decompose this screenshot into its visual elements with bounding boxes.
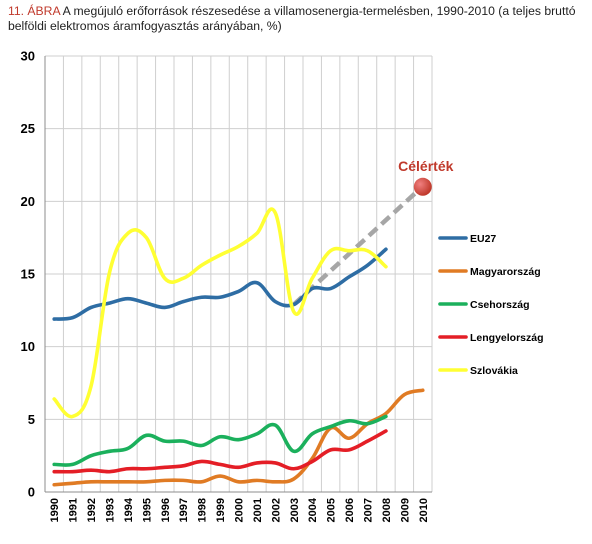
x-tick-label: 2001 <box>252 498 264 522</box>
y-tick-label: 25 <box>21 121 35 136</box>
x-tick-label: 2003 <box>289 498 301 522</box>
x-tick-label: 1996 <box>160 498 172 522</box>
series-line-3 <box>52 429 388 474</box>
x-tick-label: 2000 <box>234 498 246 522</box>
x-tick-label: 2002 <box>270 498 282 522</box>
legend-label-4: Szlovákia <box>470 365 518 377</box>
y-axis-ticks: 0 5 10 15 20 25 30 <box>21 49 35 500</box>
legend-label-2: Csehország <box>470 299 530 311</box>
x-tick-label: 2007 <box>363 498 375 522</box>
caption-text: A megújuló erőforrások részesedése a vil… <box>8 4 576 33</box>
x-tick-label: 1992 <box>86 498 98 522</box>
chart-series <box>52 207 425 487</box>
target-projection: Célérték <box>292 158 454 307</box>
x-tick-label: 1993 <box>105 498 117 522</box>
x-tick-label: 1990 <box>49 498 61 522</box>
target-dashed-line <box>292 190 419 307</box>
x-tick-label: 2009 <box>399 498 411 522</box>
y-tick-label: 5 <box>28 412 35 427</box>
series-line-4 <box>52 207 388 419</box>
chart-caption: 11. ÁBRA A megújuló erőforrások részesed… <box>8 4 584 34</box>
x-tick-label: 2008 <box>381 498 393 522</box>
y-tick-label: 20 <box>21 194 35 209</box>
chart-axes <box>44 56 432 493</box>
x-tick-label: 1995 <box>141 498 153 522</box>
x-tick-label: 1999 <box>215 498 227 522</box>
x-tick-label: 1997 <box>178 498 190 522</box>
x-tick-label: 2006 <box>344 498 356 522</box>
chart-legend: EU27 Magyarország Csehország Lengyelország S… <box>438 233 544 377</box>
figure-number: 11. ÁBRA <box>8 4 60 18</box>
target-point <box>413 177 432 196</box>
y-tick-label: 10 <box>21 339 35 354</box>
chart-grid <box>44 55 433 493</box>
x-tick-label: 1994 <box>123 497 135 522</box>
y-tick-label: 15 <box>21 267 35 282</box>
x-axis-ticks: 1990 1991 1992 1993 1994 1995 1996 1997 1998 1999… <box>49 497 430 522</box>
series-line-0 <box>52 247 388 321</box>
series-line-2 <box>52 414 388 467</box>
x-tick-label: 1991 <box>68 498 80 522</box>
x-tick-label: 2004 <box>307 497 319 522</box>
x-tick-label: 2005 <box>326 498 338 522</box>
legend-label-0: EU27 <box>470 233 496 245</box>
y-tick-label: 0 <box>28 485 35 500</box>
y-tick-label: 30 <box>21 49 35 64</box>
legend-label-3: Lengyelország <box>470 332 544 344</box>
target-label: Célérték <box>398 158 453 174</box>
legend-label-1: Magyarország <box>470 266 541 278</box>
series-line-1 <box>52 388 425 487</box>
x-tick-label: 1998 <box>197 498 209 522</box>
x-tick-label: 2010 <box>418 498 430 522</box>
